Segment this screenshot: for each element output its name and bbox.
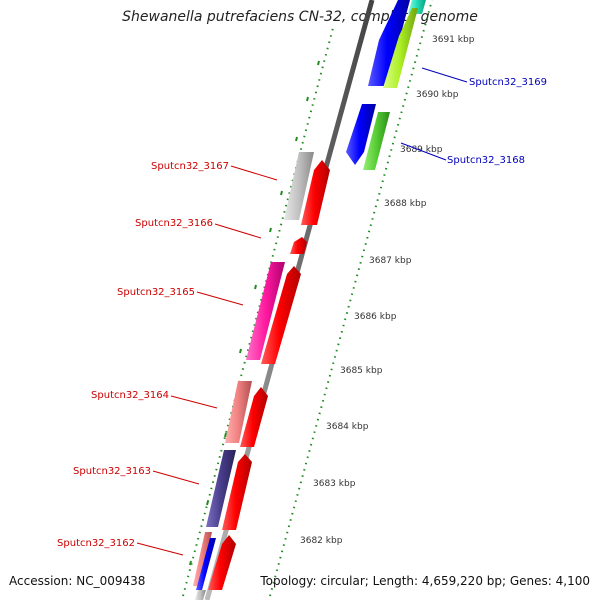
red-gene-3164 — [240, 387, 268, 447]
inner-tick-track — [182, 27, 334, 597]
purple-cog-block — [206, 450, 236, 527]
outer-tick-track — [269, 0, 433, 597]
red-gene-3162 — [208, 535, 236, 590]
gene-label-3164[interactable]: Sputcn32_3164 — [91, 390, 169, 401]
blue-gene-upper — [368, 0, 410, 86]
gray-cog-block — [284, 152, 314, 220]
blue-gene-3162 — [196, 538, 216, 590]
scale-label: 3691 kbp — [432, 35, 475, 45]
scale-label: 3686 kbp — [354, 312, 397, 322]
scale-label: 3688 kbp — [384, 199, 427, 209]
gene-label-3168[interactable]: Sputcn32_3168 — [447, 155, 525, 166]
gene-label-3165[interactable]: Sputcn32_3165 — [117, 287, 195, 298]
scale-label: 3684 kbp — [326, 422, 369, 432]
red-gene-3163 — [222, 454, 252, 530]
inner-major-ticks — [189, 60, 320, 566]
leader-line-3162 — [136, 542, 184, 556]
scale-label: 3687 kbp — [369, 256, 412, 266]
scale-label: 3689 kbp — [400, 145, 443, 155]
blue-gene-lower — [346, 104, 376, 165]
green-cog-block — [363, 112, 390, 170]
leader-line-3168 — [400, 142, 447, 161]
scale-label: 3683 kbp — [313, 479, 356, 489]
scale-label: 3685 kbp — [340, 366, 383, 376]
red-gene-3166 — [290, 237, 307, 254]
red-gene-3167 — [301, 160, 330, 225]
salmon-cog-block — [225, 381, 252, 443]
leader-line-3165 — [196, 291, 244, 306]
yellowgreen-cog-block — [383, 8, 418, 88]
salmon-cog-block-lower — [193, 532, 212, 586]
leader-line-3166 — [214, 223, 262, 239]
gene-label-3163[interactable]: Sputcn32_3163 — [73, 466, 151, 477]
accession-label: Accession: NC_009438 — [9, 574, 146, 588]
gray-cog-block-lower — [195, 590, 206, 600]
leader-line-3169 — [421, 67, 468, 83]
gene-label-3166[interactable]: Sputcn32_3166 — [135, 218, 213, 229]
leader-line-3163 — [152, 470, 200, 485]
leader-line-3164 — [170, 395, 218, 409]
magenta-cog-block — [246, 262, 285, 360]
gene-label-3169[interactable]: Sputcn32_3169 — [469, 77, 547, 88]
red-gene-3165 — [261, 266, 301, 364]
topology-label: Topology: circular; Length: 4,659,220 bp… — [260, 574, 590, 588]
gene-label-3162[interactable]: Sputcn32_3162 — [57, 538, 135, 549]
scale-labels: 3682 kbp 3683 kbp 3684 kbp 3685 kbp 3686… — [300, 35, 475, 546]
scale-label: 3690 kbp — [416, 90, 459, 100]
gene-label-3167[interactable]: Sputcn32_3167 — [151, 161, 229, 172]
scale-label: 3682 kbp — [300, 536, 343, 546]
leader-line-3167 — [230, 165, 278, 181]
